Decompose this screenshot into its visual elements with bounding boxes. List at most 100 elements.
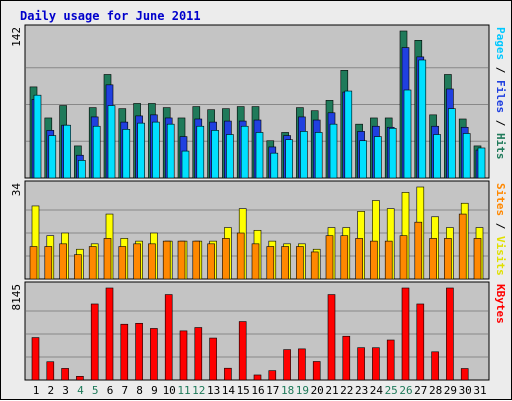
bar-visits-sites-day-18 [281,246,289,280]
bar-hits-pages-day-13 [211,130,219,179]
ymax-label-hits: 142 [10,27,23,47]
bar-visits-sites-day-6 [103,238,112,280]
x-tick-label-day-7: 7 [121,384,128,397]
side-label-part: KBytes [494,284,507,324]
bar-kbytes-kbytes-day-20 [312,361,321,381]
bar-kbytes-kbytes-day-14 [224,367,232,381]
x-tick-label-day-4: 4 [77,384,84,397]
bar-kbytes-kbytes-day-2 [46,361,55,381]
bar-kbytes-kbytes-day-9 [150,328,158,381]
bar-visits-sites-day-2 [44,246,53,280]
bar-visits-sites-day-12 [192,240,201,280]
x-tick-label-day-25: 25 [385,384,398,397]
bar-hits-pages-day-21 [329,123,338,179]
bar-visits-sites-day-16 [251,243,260,280]
x-tick-label-day-5: 5 [92,384,99,397]
bar-hits-pages-day-30 [462,133,471,179]
bar-visits-sites-day-15 [236,232,245,280]
side-label-part: Sites [494,183,507,216]
bar-hits-pages-day-16 [255,132,264,179]
panel-kbytes [24,281,490,381]
bar-hits-pages-day-7 [122,129,131,179]
bar-hits-pages-day-23 [359,140,367,179]
bar-hits-pages-day-15 [240,125,249,179]
x-tick-label-day-26: 26 [399,384,412,397]
bar-visits-sites-day-4 [74,254,82,280]
bar-hits-pages-day-25 [388,128,397,179]
bar-hits-pages-day-31 [477,147,486,179]
bar-kbytes-kbytes-day-7 [120,323,129,381]
bar-kbytes-kbytes-day-4 [76,376,84,381]
bar-hits-pages-day-6 [107,105,116,179]
bar-visits-sites-day-10 [162,240,171,280]
x-tick-label-day-1: 1 [33,384,40,397]
bar-kbytes-kbytes-day-24 [372,347,380,381]
bar-hits-pages-day-12 [196,125,205,179]
x-tick-label-day-23: 23 [355,384,368,397]
bar-visits-sites-day-31 [473,238,482,280]
bar-visits-sites-day-27 [414,221,423,280]
x-tick-label-day-20: 20 [311,384,324,397]
bar-kbytes-kbytes-day-8 [135,322,143,381]
bar-visits-sites-day-20 [310,251,319,280]
bar-hits-pages-day-26 [403,89,412,179]
x-tick-label-day-10: 10 [163,384,176,397]
bar-kbytes-kbytes-day-13 [209,337,217,381]
x-tick-label-day-11: 11 [177,384,190,397]
bar-kbytes-kbytes-day-19 [298,348,306,381]
bar-hits-pages-day-18 [285,139,293,179]
bar-kbytes-kbytes-day-29 [446,287,454,381]
bar-hits-pages-day-4 [78,160,86,179]
x-tick-label-day-6: 6 [107,384,114,397]
x-tick-label-day-18: 18 [281,384,294,397]
bar-visits-sites-day-5 [88,246,97,280]
x-tick-label-day-30: 30 [459,384,472,397]
bar-visits-sites-day-28 [429,238,437,280]
x-tick-label-day-31: 31 [473,384,486,397]
bar-kbytes-kbytes-day-11 [179,330,188,381]
bar-visits-sites-day-25 [384,240,393,280]
x-tick-label-day-29: 29 [444,384,457,397]
bar-visits-sites-day-14 [222,238,230,280]
bar-visits-sites-day-9 [148,243,156,280]
x-tick-label-day-12: 12 [192,384,205,397]
chart-title: Daily usage for June 2011 [20,9,201,23]
bar-kbytes-kbytes-day-10 [164,294,173,381]
side-label-part: Pages [494,27,507,60]
bar-visits-sites-day-11 [177,240,186,280]
bar-visits-sites-day-7 [118,246,127,280]
bar-visits-sites-day-8 [133,243,141,280]
bar-kbytes-kbytes-day-5 [90,303,99,381]
x-tick-label-day-16: 16 [251,384,264,397]
side-label-visits: Sites / Visits [494,183,507,276]
bar-hits-pages-day-10 [166,123,175,179]
bar-hits-pages-day-1 [33,94,42,179]
bar-kbytes-kbytes-day-22 [342,335,351,381]
x-tick-label-day-27: 27 [414,384,427,397]
side-label-kbytes: KBytes [494,284,507,324]
bar-hits-pages-day-11 [181,150,190,179]
bar-kbytes-kbytes-day-21 [327,294,336,381]
x-tick-label-day-19: 19 [296,384,309,397]
bar-kbytes-kbytes-day-17 [268,370,277,381]
x-tick-label-day-9: 9 [151,384,158,397]
bar-visits-sites-day-24 [370,240,378,280]
bar-kbytes-kbytes-day-18 [283,349,291,381]
bar-visits-sites-day-30 [458,213,467,280]
x-tick-label-day-13: 13 [207,384,220,397]
bar-kbytes-kbytes-day-30 [460,368,469,381]
ymax-label-kbytes: 8145 [10,284,23,311]
bar-kbytes-kbytes-day-26 [401,287,410,381]
bar-kbytes-kbytes-day-1 [31,337,40,381]
bar-kbytes-kbytes-day-16 [253,374,262,381]
x-tick-label-day-24: 24 [370,384,384,397]
bar-hits-pages-day-8 [137,122,145,179]
bar-hits-pages-day-29 [448,108,456,179]
bar-hits-pages-day-24 [374,136,382,179]
side-label-part: / [494,60,507,80]
bar-visits-sites-day-19 [296,246,304,280]
bar-hits-pages-day-5 [92,125,101,179]
x-tick-label-day-8: 8 [136,384,143,397]
